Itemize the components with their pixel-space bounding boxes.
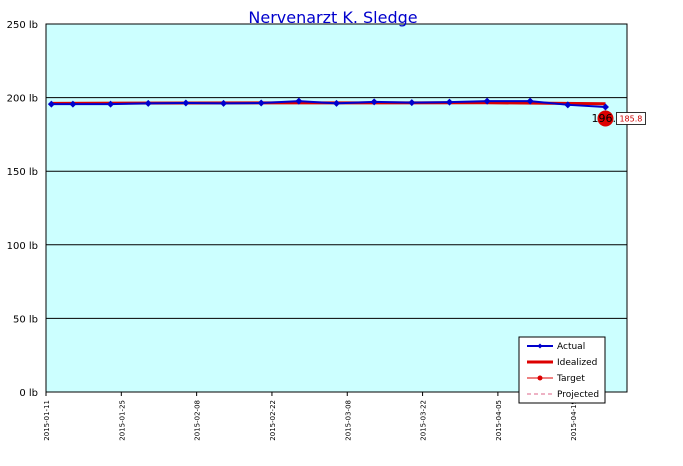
actual-point [601,103,609,111]
y-tick-label: 250 lb [7,20,38,31]
actual-point [107,100,115,108]
actual-point [182,99,190,107]
actual-point [295,97,303,105]
legend-label-target: Target [556,374,585,384]
y-tick-label: 0 lb [19,388,38,399]
actual-point [47,100,55,108]
actual-point [483,97,491,105]
legend-label-projected: Projected [557,390,599,400]
series-line-actual [51,100,606,109]
x-tick-label: 2015-03-08 [344,400,352,441]
target-label: 185.8 [619,115,642,124]
x-tick-label: 2015-01-25 [118,400,126,441]
legend: Actual Idealized Target Projected [518,336,606,404]
legend-label-idealized: Idealized [557,358,597,368]
y-tick-label: 200 lb [7,94,38,105]
x-axis-ticks: 2015-01-11 2015-01-25 2015-02-08 2015-02-22… [43,392,578,441]
plot-frame [45,23,628,393]
x-tick-label: 2015-04-19 [570,400,578,441]
actual-point [445,98,453,106]
x-tick-label: 2015-01-11 [43,400,51,441]
target-label-box [616,112,646,125]
legend-box [518,336,606,404]
actual-point [370,98,378,106]
y-tick-label: 50 lb [13,314,38,325]
actual-point [333,99,340,107]
y-tick-label: 150 lb [7,167,38,178]
x-tick-label: 2015-04-05 [495,400,503,441]
chart-title: Nervenarzt K. Sledge [248,8,417,27]
actual-point [144,99,152,107]
y-tick-label: 100 lb [7,241,38,252]
y-axis-ticks: 0 lb 50 lb 100 lb 150 lb 200 lb 250 lb [7,20,38,399]
plot-area [46,24,627,392]
x-tick-label: 2015-02-22 [269,400,277,441]
actual-point [564,101,572,109]
series-layer [47,97,614,127]
last-actual-label: 196.1 [591,112,623,125]
legend-label-actual: Actual [557,342,585,352]
legend-marker-actual [537,343,543,349]
actual-point [220,99,228,107]
actual-point [257,99,265,107]
x-tick-label: 2015-03-22 [420,400,428,441]
target-point [597,110,614,127]
legend-marker-target [537,375,543,381]
actual-point [408,99,416,107]
actual-point [526,97,534,105]
actual-point [69,100,77,108]
x-tick-label: 2015-02-08 [194,400,202,441]
